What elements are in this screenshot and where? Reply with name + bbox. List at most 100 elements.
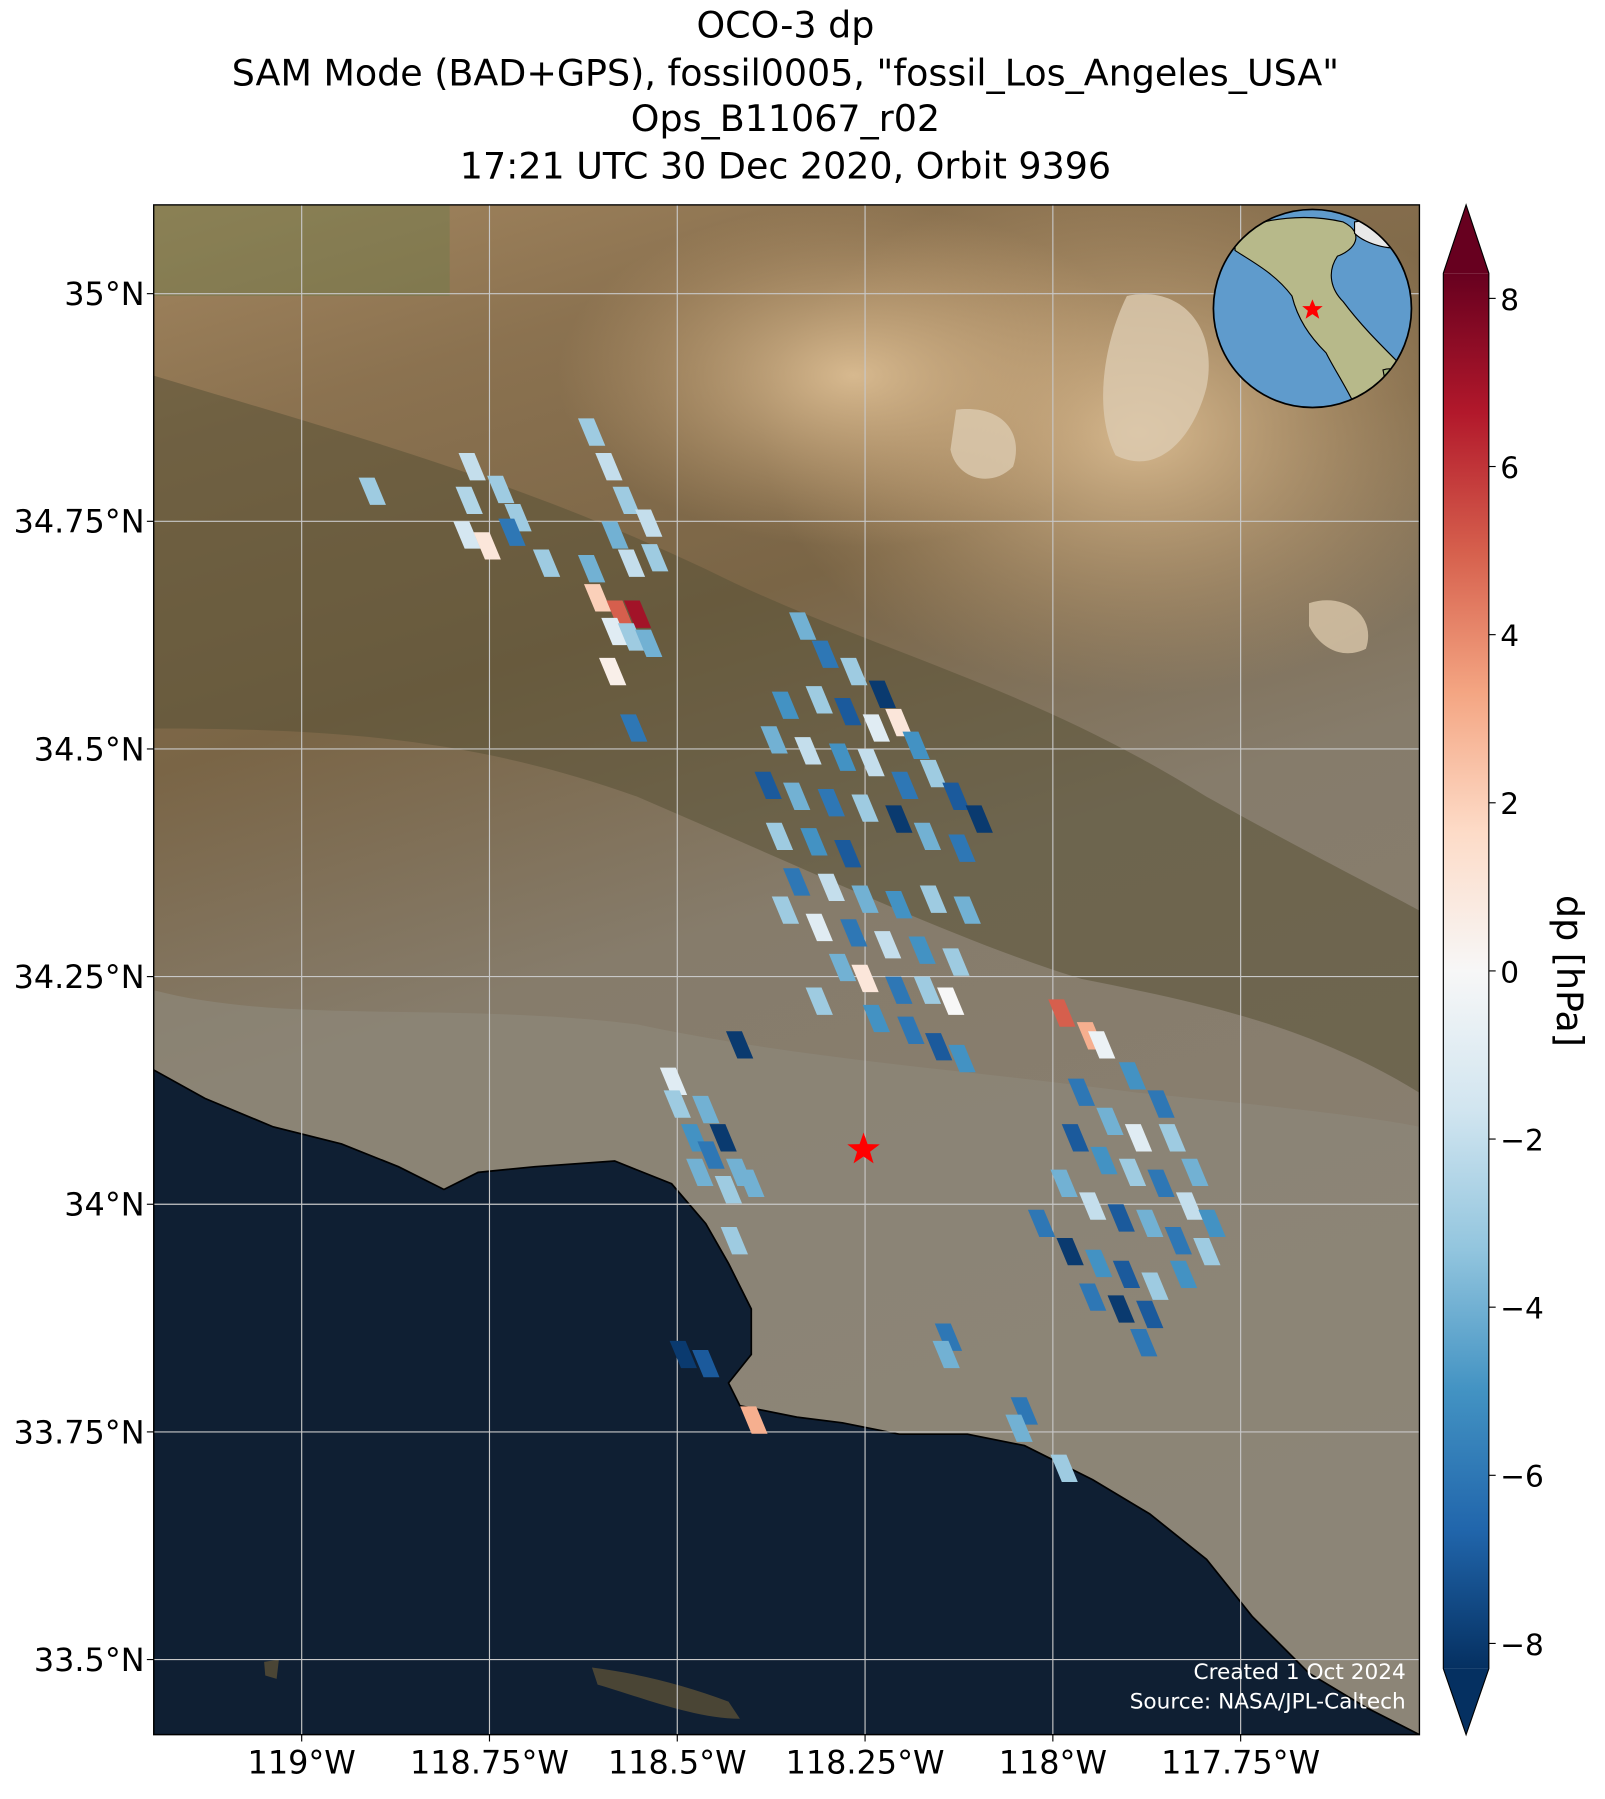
sounding bbox=[617, 549, 646, 577]
sounding bbox=[606, 600, 634, 628]
sounding bbox=[965, 805, 993, 833]
title-line: Ops_B11067_r02 bbox=[631, 97, 940, 140]
sounding bbox=[851, 885, 879, 913]
target-layer bbox=[847, 1132, 880, 1164]
sounding bbox=[1112, 1260, 1141, 1289]
credit: Created 1 Oct 2024 bbox=[1194, 1660, 1406, 1685]
sounding bbox=[828, 743, 857, 771]
sounding bbox=[1124, 1124, 1153, 1152]
target-star bbox=[847, 1132, 880, 1164]
colorbar-label: dp [hPa] bbox=[1548, 895, 1591, 1047]
sounding bbox=[862, 1004, 890, 1033]
sounding bbox=[1005, 1414, 1033, 1442]
colorbar-tick-label: 6 bbox=[1500, 451, 1519, 485]
sounding bbox=[805, 913, 833, 942]
sounding bbox=[885, 805, 913, 833]
sounding bbox=[862, 714, 890, 742]
sounding bbox=[902, 731, 930, 759]
lat-tick-label: 33.5°N bbox=[34, 1641, 145, 1679]
sounding bbox=[725, 1031, 754, 1059]
sounding bbox=[942, 948, 970, 976]
sounding bbox=[851, 964, 879, 993]
colorbar-tick-label: 8 bbox=[1500, 283, 1519, 317]
sounding bbox=[1079, 1283, 1107, 1311]
sounding bbox=[686, 1158, 714, 1187]
colorbar-tick-label: 4 bbox=[1500, 619, 1519, 653]
lat-tick-label: 34°N bbox=[64, 1186, 144, 1224]
lon-tick-label: 119°W bbox=[248, 1743, 356, 1781]
sounding bbox=[948, 834, 976, 862]
sounding bbox=[1136, 1300, 1164, 1329]
sounding bbox=[601, 617, 629, 646]
sounding bbox=[1010, 1397, 1038, 1425]
sounding bbox=[1048, 999, 1076, 1027]
sounding bbox=[817, 789, 845, 817]
sounding bbox=[953, 896, 981, 924]
lat-tick-label: 34.75°N bbox=[14, 503, 145, 541]
colorbar-extend bbox=[1443, 1668, 1489, 1735]
sounding bbox=[932, 1340, 960, 1369]
sounding bbox=[908, 936, 936, 964]
colorbar-frame bbox=[1442, 203, 1490, 1737]
sounding bbox=[873, 931, 902, 959]
sounding bbox=[934, 1323, 963, 1351]
sounding bbox=[885, 976, 913, 1004]
sounding bbox=[828, 953, 857, 982]
island bbox=[264, 1659, 279, 1679]
sounding bbox=[800, 828, 828, 856]
sounding bbox=[1079, 1192, 1107, 1220]
colorbar-body bbox=[1443, 273, 1489, 1669]
sounding bbox=[720, 1227, 749, 1255]
sounding bbox=[868, 680, 896, 708]
sounding bbox=[532, 549, 561, 577]
sounding bbox=[663, 1090, 691, 1118]
sounding bbox=[453, 521, 481, 549]
sounding bbox=[1107, 1295, 1135, 1323]
colorbar-extend bbox=[1443, 204, 1489, 274]
sounding bbox=[1118, 1158, 1147, 1187]
sounding bbox=[577, 555, 606, 583]
sounding bbox=[740, 1406, 768, 1434]
sounding bbox=[794, 737, 822, 765]
sounding bbox=[919, 885, 948, 913]
sounding bbox=[834, 840, 862, 868]
sounding bbox=[1067, 1078, 1096, 1106]
sounding bbox=[771, 691, 800, 719]
globe-star bbox=[1302, 299, 1323, 319]
sounding bbox=[1181, 1158, 1209, 1187]
sounding bbox=[789, 612, 817, 640]
lon-tick-label: 117.75°W bbox=[1161, 1743, 1320, 1781]
sounding bbox=[620, 714, 648, 742]
sounding bbox=[577, 418, 606, 446]
sounding bbox=[1056, 1237, 1084, 1266]
sounding bbox=[599, 657, 627, 686]
sounding bbox=[937, 987, 965, 1015]
colorbar-tick-label: 0 bbox=[1500, 955, 1519, 989]
sounding bbox=[1193, 1237, 1221, 1266]
sounding bbox=[659, 1067, 688, 1095]
sounding bbox=[891, 771, 919, 800]
sounding bbox=[805, 987, 833, 1015]
sounding bbox=[583, 584, 612, 612]
title-line: OCO-3 dp bbox=[697, 4, 875, 47]
sounding bbox=[458, 453, 486, 481]
soundings bbox=[358, 418, 1226, 1482]
sounding bbox=[1050, 1454, 1078, 1482]
lat-tick-label: 35°N bbox=[64, 275, 144, 313]
lat-tick-label: 33.75°N bbox=[14, 1413, 145, 1451]
sounding bbox=[1147, 1169, 1175, 1197]
sounding bbox=[498, 518, 526, 546]
globe-outline bbox=[1212, 208, 1413, 409]
sounding bbox=[617, 623, 646, 651]
sounding bbox=[840, 919, 868, 947]
sounding bbox=[595, 453, 623, 481]
sounding bbox=[885, 891, 913, 919]
dry-lake bbox=[1309, 600, 1369, 654]
sounding bbox=[635, 629, 663, 657]
sounding bbox=[714, 1176, 743, 1204]
sounding bbox=[504, 504, 532, 532]
sounding bbox=[1141, 1272, 1169, 1300]
sounding bbox=[771, 896, 800, 924]
sounding bbox=[641, 544, 669, 572]
